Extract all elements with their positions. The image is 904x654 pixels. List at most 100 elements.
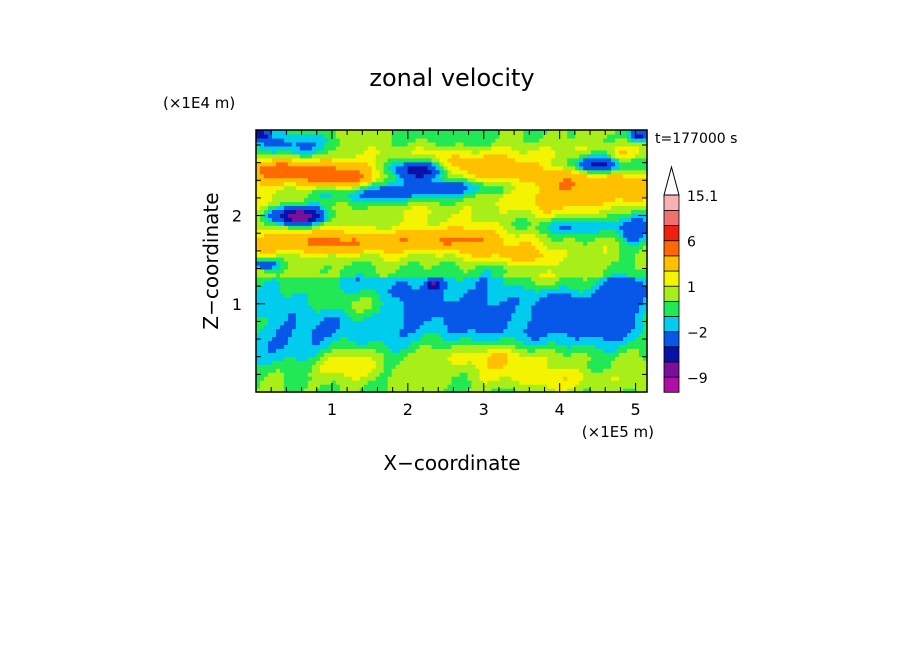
heatmap-cell: [507, 316, 512, 322]
heatmap-cell: [447, 205, 453, 210]
heatmap-cell: [415, 276, 421, 282]
heatmap-cell: [503, 249, 508, 254]
heatmap-cell: [375, 217, 381, 222]
heatmap-cell: [551, 233, 556, 238]
heatmap-cell: [287, 340, 293, 345]
heatmap-cell: [291, 209, 297, 214]
heatmap-cell: [351, 225, 357, 230]
heatmap-cell: [279, 268, 285, 274]
heatmap-cell: [519, 213, 524, 218]
heatmap-cell: [431, 388, 437, 393]
heatmap-cell: [571, 352, 576, 357]
heatmap-cell: [303, 380, 309, 385]
heatmap-cell: [423, 268, 429, 274]
heatmap-cell: [395, 253, 401, 258]
heatmap-cell: [471, 209, 477, 214]
heatmap-cell: [311, 320, 317, 326]
heatmap-cell: [491, 356, 496, 361]
heatmap-cell: [531, 296, 536, 302]
heatmap-cell: [343, 201, 349, 207]
heatmap-cell: [435, 292, 441, 298]
heatmap-cell: [267, 193, 273, 199]
heatmap-cell: [555, 380, 560, 385]
heatmap-cell: [579, 304, 584, 310]
heatmap-cell: [375, 213, 381, 218]
heatmap-cell: [407, 376, 413, 381]
heatmap-cell: [591, 364, 596, 369]
heatmap-cell: [319, 364, 325, 369]
heatmap-cell: [543, 380, 548, 385]
heatmap-cell: [499, 388, 504, 393]
heatmap-cell: [391, 304, 397, 310]
heatmap-cell: [335, 261, 341, 266]
heatmap-cell: [483, 296, 489, 302]
heatmap-cell: [511, 264, 516, 270]
heatmap-cell: [303, 372, 309, 377]
heatmap-cell: [383, 217, 389, 222]
heatmap-cell: [439, 268, 445, 274]
heatmap-cell: [559, 380, 564, 385]
heatmap-cell: [559, 352, 564, 357]
heatmap-cell: [399, 340, 405, 345]
heatmap-cell: [335, 380, 341, 385]
heatmap-cell: [427, 332, 433, 338]
heatmap-cell: [439, 284, 445, 290]
heatmap-cell: [319, 360, 325, 365]
heatmap-cell: [363, 237, 369, 242]
heatmap-cell: [303, 344, 309, 349]
heatmap-cell: [559, 225, 564, 230]
heatmap-cell: [271, 328, 277, 334]
heatmap-cell: [567, 340, 572, 345]
heatmap-cell: [419, 368, 425, 373]
heatmap-cell: [375, 312, 381, 318]
heatmap-cell: [375, 380, 381, 385]
heatmap-cell: [343, 264, 349, 270]
heatmap-cell: [603, 237, 608, 242]
heatmap-cell: [455, 288, 461, 294]
heatmap-cell: [387, 209, 393, 214]
heatmap-cell: [555, 205, 560, 210]
heatmap-cell: [263, 280, 269, 286]
heatmap-cell: [571, 356, 576, 361]
heatmap-cell: [435, 308, 441, 314]
heatmap-cell: [455, 225, 461, 230]
heatmap-cell: [583, 300, 588, 306]
heatmap-cell: [487, 241, 492, 246]
heatmap-cell: [443, 213, 449, 218]
heatmap-cell: [575, 368, 580, 373]
heatmap-cell: [619, 360, 624, 365]
heatmap-cell: [307, 257, 313, 262]
heatmap-cell: [331, 264, 337, 270]
heatmap-cell: [619, 288, 624, 294]
heatmap-cell: [367, 376, 373, 381]
heatmap-cell: [379, 292, 385, 298]
heatmap-cell: [615, 193, 620, 199]
heatmap-cell: [367, 233, 373, 238]
heatmap-cell: [439, 336, 445, 341]
heatmap-cell: [375, 197, 381, 203]
heatmap-cell: [339, 272, 345, 278]
heatmap-cell: [447, 328, 453, 334]
heatmap-cell: [587, 376, 592, 381]
heatmap-cell: [291, 221, 297, 226]
heatmap-cell: [263, 213, 269, 218]
heatmap-cell: [423, 372, 429, 377]
heatmap-cell: [351, 221, 357, 226]
heatmap-cell: [363, 380, 369, 385]
heatmap-cell: [535, 205, 540, 210]
heatmap-cell: [339, 276, 345, 282]
heatmap-cell: [479, 356, 485, 361]
heatmap-cell: [519, 276, 524, 282]
heatmap-cell: [511, 344, 516, 349]
heatmap-cell: [531, 304, 536, 310]
heatmap-cell: [283, 249, 289, 254]
heatmap-cell: [583, 288, 588, 294]
heatmap-cell: [459, 312, 465, 318]
heatmap-cell: [307, 332, 313, 338]
heatmap-cell: [519, 376, 524, 381]
heatmap-cell: [475, 209, 481, 214]
heatmap-cell: [263, 205, 269, 210]
heatmap-cell: [483, 284, 489, 290]
heatmap-cell: [443, 237, 449, 242]
heatmap-cell: [395, 237, 401, 242]
